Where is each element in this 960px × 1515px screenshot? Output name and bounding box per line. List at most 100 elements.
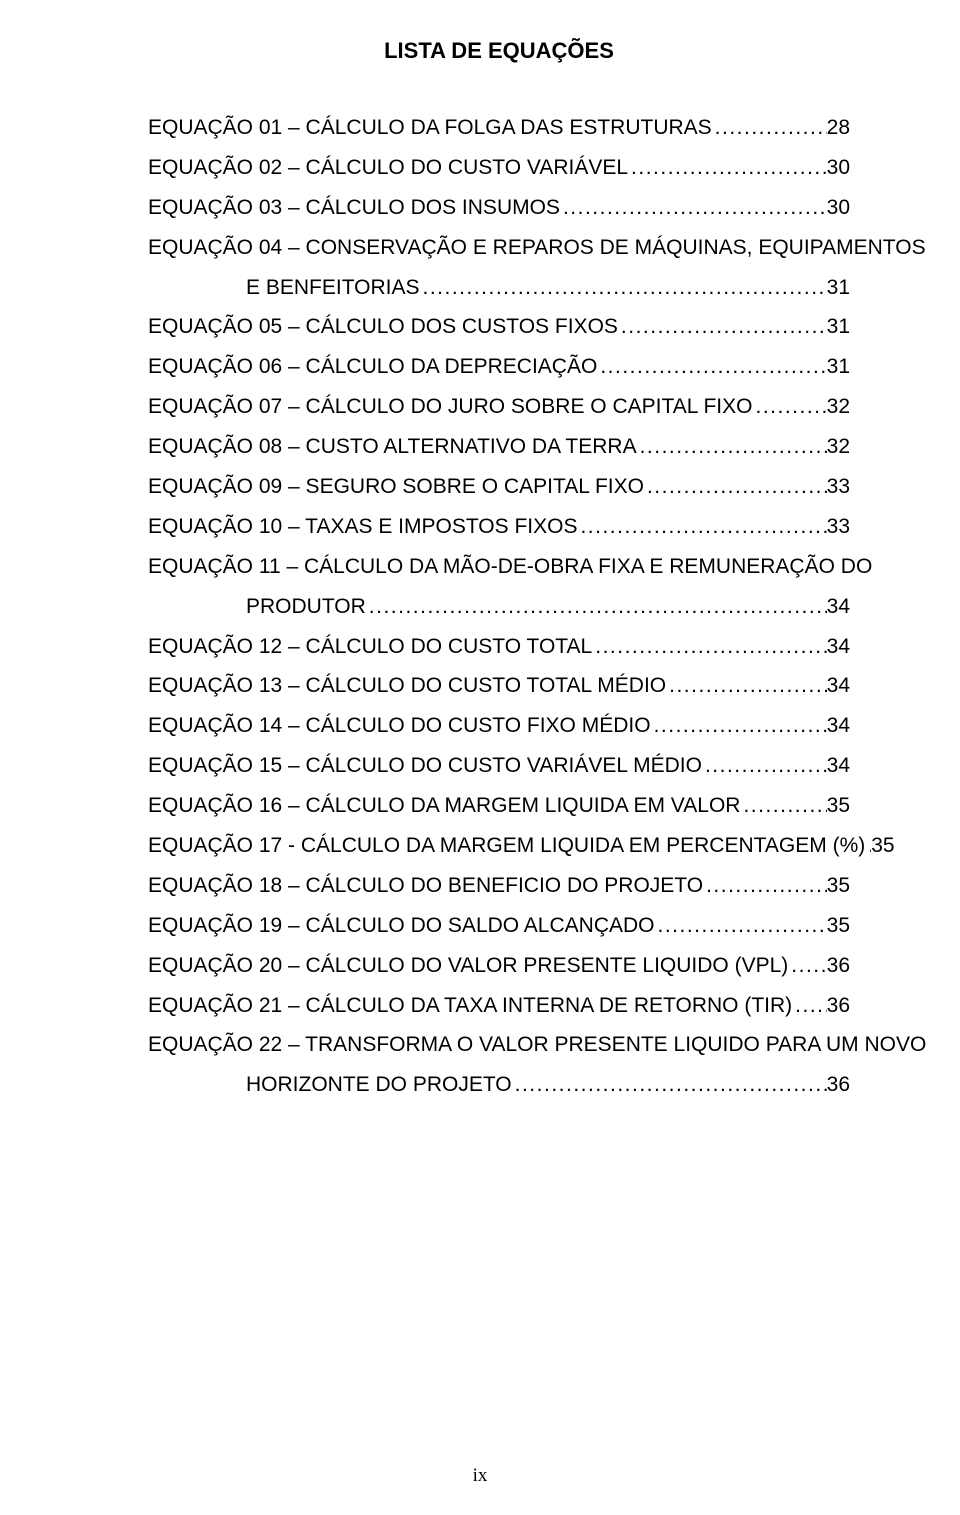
- toc-entry-continuation: HORIZONTE DO PROJETO....................…: [148, 1065, 850, 1105]
- toc-entry-page: 30: [827, 188, 850, 228]
- toc-entry-label: EQUAÇÃO 13 – CÁLCULO DO CUSTO TOTAL MÉDI…: [148, 666, 666, 706]
- toc-entry-page: 33: [827, 507, 850, 547]
- toc-leader: ........................................…: [637, 427, 827, 467]
- toc-entry-page: 31: [827, 307, 850, 347]
- toc-entry: EQUAÇÃO 06 – CÁLCULO DA DEPRECIAÇÃO.....…: [148, 347, 850, 387]
- toc-leader: ........................................…: [597, 347, 826, 387]
- toc-entry-page: 35: [827, 866, 850, 906]
- toc-entry-label: EQUAÇÃO 19 – CÁLCULO DO SALDO ALCANÇADO: [148, 906, 655, 946]
- toc-entry-line: EQUAÇÃO 07 – CÁLCULO DO JURO SOBRE O CAP…: [148, 387, 850, 427]
- document-page: LISTA DE EQUAÇÕES EQUAÇÃO 01 – CÁLCULO D…: [0, 0, 960, 1515]
- toc-entry: EQUAÇÃO 10 – TAXAS E IMPOSTOS FIXOS.....…: [148, 507, 850, 547]
- toc-entry-page: 31: [827, 347, 850, 387]
- toc-entry-label: EQUAÇÃO 11 – CÁLCULO DA MÃO-DE-OBRA FIXA…: [148, 547, 872, 587]
- toc-entry-line: EQUAÇÃO 20 – CÁLCULO DO VALOR PRESENTE L…: [148, 946, 850, 986]
- toc-entry-page: 33: [827, 467, 850, 507]
- toc-entry: EQUAÇÃO 05 – CÁLCULO DOS CUSTOS FIXOS...…: [148, 307, 850, 347]
- toc-leader: ........................................…: [577, 507, 826, 547]
- toc-entry-line: EQUAÇÃO 12 – CÁLCULO DO CUSTO TOTAL.....…: [148, 627, 850, 667]
- toc-entry: EQUAÇÃO 01 – CÁLCULO DA FOLGA DAS ESTRUT…: [148, 108, 850, 148]
- toc-leader: ........................................…: [592, 627, 826, 667]
- toc-entry-label: EQUAÇÃO 08 – CUSTO ALTERNATIVO DA TERRA: [148, 427, 637, 467]
- toc-entry-label: EQUAÇÃO 14 – CÁLCULO DO CUSTO FIXO MÉDIO: [148, 706, 651, 746]
- toc-entry: EQUAÇÃO 09 – SEGURO SOBRE O CAPITAL FIXO…: [148, 467, 850, 507]
- toc-entry-label: EQUAÇÃO 03 – CÁLCULO DOS INSUMOS: [148, 188, 560, 228]
- toc-entry: EQUAÇÃO 02 – CÁLCULO DO CUSTO VARIÁVEL..…: [148, 148, 850, 188]
- toc-entry: EQUAÇÃO 16 – CÁLCULO DA MARGEM LIQUIDA E…: [148, 786, 850, 826]
- toc-entry: EQUAÇÃO 19 – CÁLCULO DO SALDO ALCANÇADO.…: [148, 906, 850, 946]
- toc-entry-line: EQUAÇÃO 03 – CÁLCULO DOS INSUMOS........…: [148, 188, 850, 228]
- toc-entry: EQUAÇÃO 04 – CONSERVAÇÃO E REPAROS DE MÁ…: [148, 228, 850, 308]
- toc-entry-page: 34: [827, 666, 850, 706]
- toc-entry-page: 28: [827, 108, 850, 148]
- toc-leader: ........................................…: [740, 786, 826, 826]
- toc-entry-line: EQUAÇÃO 02 – CÁLCULO DO CUSTO VARIÁVEL..…: [148, 148, 850, 188]
- toc-entry: EQUAÇÃO 21 – CÁLCULO DA TAXA INTERNA DE …: [148, 986, 850, 1026]
- toc-entry: EQUAÇÃO 17 - CÁLCULO DA MARGEM LIQUIDA E…: [148, 826, 850, 866]
- toc-entry-label: EQUAÇÃO 17 - CÁLCULO DA MARGEM LIQUIDA E…: [148, 826, 865, 866]
- toc-entry-line: EQUAÇÃO 16 – CÁLCULO DA MARGEM LIQUIDA E…: [148, 786, 850, 826]
- toc-leader: ........................................…: [703, 866, 827, 906]
- page-title: LISTA DE EQUAÇÕES: [148, 38, 850, 64]
- toc-entry-page: 30: [827, 148, 850, 188]
- toc-entry-label: EQUAÇÃO 07 – CÁLCULO DO JURO SOBRE O CAP…: [148, 387, 752, 427]
- toc-entry: EQUAÇÃO 08 – CUSTO ALTERNATIVO DA TERRA.…: [148, 427, 850, 467]
- toc-entry-label: EQUAÇÃO 21 – CÁLCULO DA TAXA INTERNA DE …: [148, 986, 792, 1026]
- toc-entry-label: EQUAÇÃO 22 – TRANSFORMA O VALOR PRESENTE…: [148, 1025, 926, 1065]
- toc-entry-label: EQUAÇÃO 20 – CÁLCULO DO VALOR PRESENTE L…: [148, 946, 788, 986]
- toc-entry-line: EQUAÇÃO 08 – CUSTO ALTERNATIVO DA TERRA.…: [148, 427, 850, 467]
- toc-entry-label: EQUAÇÃO 01 – CÁLCULO DA FOLGA DAS ESTRUT…: [148, 108, 712, 148]
- toc-entry-label: EQUAÇÃO 09 – SEGURO SOBRE O CAPITAL FIXO: [148, 467, 644, 507]
- toc-leader: ........................................…: [712, 108, 827, 148]
- toc-entry-cont-label: PRODUTOR: [246, 587, 366, 627]
- toc-entry-line: EQUAÇÃO 01 – CÁLCULO DA FOLGA DAS ESTRUT…: [148, 108, 850, 148]
- toc-leader: ........................................…: [792, 986, 826, 1026]
- toc-entry-line: EQUAÇÃO 18 – CÁLCULO DO BENEFICIO DO PRO…: [148, 866, 850, 906]
- toc-entry-cont-label: E BENFEITORIAS: [246, 268, 420, 308]
- toc-leader: ........................................…: [651, 706, 827, 746]
- toc-leader: ........................................…: [644, 467, 827, 507]
- toc-entry-page: 34: [827, 627, 850, 667]
- toc-entry-continuation: PRODUTOR................................…: [148, 587, 850, 627]
- toc-entry-line: EQUAÇÃO 06 – CÁLCULO DA DEPRECIAÇÃO.....…: [148, 347, 850, 387]
- toc-entry-line: EQUAÇÃO 19 – CÁLCULO DO SALDO ALCANÇADO.…: [148, 906, 850, 946]
- toc-leader: ........................................…: [788, 946, 826, 986]
- toc-entry-line1: EQUAÇÃO 04 – CONSERVAÇÃO E REPAROS DE MÁ…: [148, 228, 850, 268]
- toc-leader: ........................................…: [655, 906, 827, 946]
- toc-leader: ........................................…: [702, 746, 827, 786]
- toc-entry-page: 34: [827, 706, 850, 746]
- toc-entry-page: 32: [827, 387, 850, 427]
- toc-entry-line: EQUAÇÃO 14 – CÁLCULO DO CUSTO FIXO MÉDIO…: [148, 706, 850, 746]
- toc-entry: EQUAÇÃO 13 – CÁLCULO DO CUSTO TOTAL MÉDI…: [148, 666, 850, 706]
- toc-entry-line: EQUAÇÃO 10 – TAXAS E IMPOSTOS FIXOS.....…: [148, 507, 850, 547]
- toc-leader: ........................................…: [420, 268, 827, 308]
- toc-entry-page: 36: [827, 1065, 850, 1105]
- toc-entry-line1: EQUAÇÃO 22 – TRANSFORMA O VALOR PRESENTE…: [148, 1025, 850, 1065]
- toc-entry-label: EQUAÇÃO 10 – TAXAS E IMPOSTOS FIXOS: [148, 507, 577, 547]
- toc-entry-page: 35: [827, 906, 850, 946]
- toc-entry-page: 34: [827, 746, 850, 786]
- toc-entry: EQUAÇÃO 20 – CÁLCULO DO VALOR PRESENTE L…: [148, 946, 850, 986]
- toc-entry-page: 35: [871, 826, 894, 866]
- toc-leader: ........................................…: [666, 666, 827, 706]
- toc-entry-label: EQUAÇÃO 02 – CÁLCULO DO CUSTO VARIÁVEL: [148, 148, 628, 188]
- toc-entry-cont-label: HORIZONTE DO PROJETO: [246, 1065, 512, 1105]
- toc-entry: EQUAÇÃO 22 – TRANSFORMA O VALOR PRESENTE…: [148, 1025, 850, 1105]
- toc-entry-continuation: E BENFEITORIAS..........................…: [148, 268, 850, 308]
- toc-entry: EQUAÇÃO 15 – CÁLCULO DO CUSTO VARIÁVEL M…: [148, 746, 850, 786]
- toc-entry: EQUAÇÃO 14 – CÁLCULO DO CUSTO FIXO MÉDIO…: [148, 706, 850, 746]
- toc-entry-label: EQUAÇÃO 04 – CONSERVAÇÃO E REPAROS DE MÁ…: [148, 228, 926, 268]
- toc-entry: EQUAÇÃO 12 – CÁLCULO DO CUSTO TOTAL.....…: [148, 627, 850, 667]
- toc-entry: EQUAÇÃO 03 – CÁLCULO DOS INSUMOS........…: [148, 188, 850, 228]
- toc-entry: EQUAÇÃO 18 – CÁLCULO DO BENEFICIO DO PRO…: [148, 866, 850, 906]
- toc-leader: ........................................…: [366, 587, 827, 627]
- toc-entry-page: 32: [827, 427, 850, 467]
- toc-leader: ........................................…: [618, 307, 827, 347]
- page-number-bottom: ix: [0, 1465, 960, 1487]
- toc-entry-line: EQUAÇÃO 21 – CÁLCULO DA TAXA INTERNA DE …: [148, 986, 850, 1026]
- toc-entry-label: EQUAÇÃO 06 – CÁLCULO DA DEPRECIAÇÃO: [148, 347, 597, 387]
- toc-entry-line: EQUAÇÃO 13 – CÁLCULO DO CUSTO TOTAL MÉDI…: [148, 666, 850, 706]
- toc-entry-page: 36: [827, 986, 850, 1026]
- toc-entry-line: EQUAÇÃO 05 – CÁLCULO DOS CUSTOS FIXOS...…: [148, 307, 850, 347]
- toc-entry-page: 31: [827, 268, 850, 308]
